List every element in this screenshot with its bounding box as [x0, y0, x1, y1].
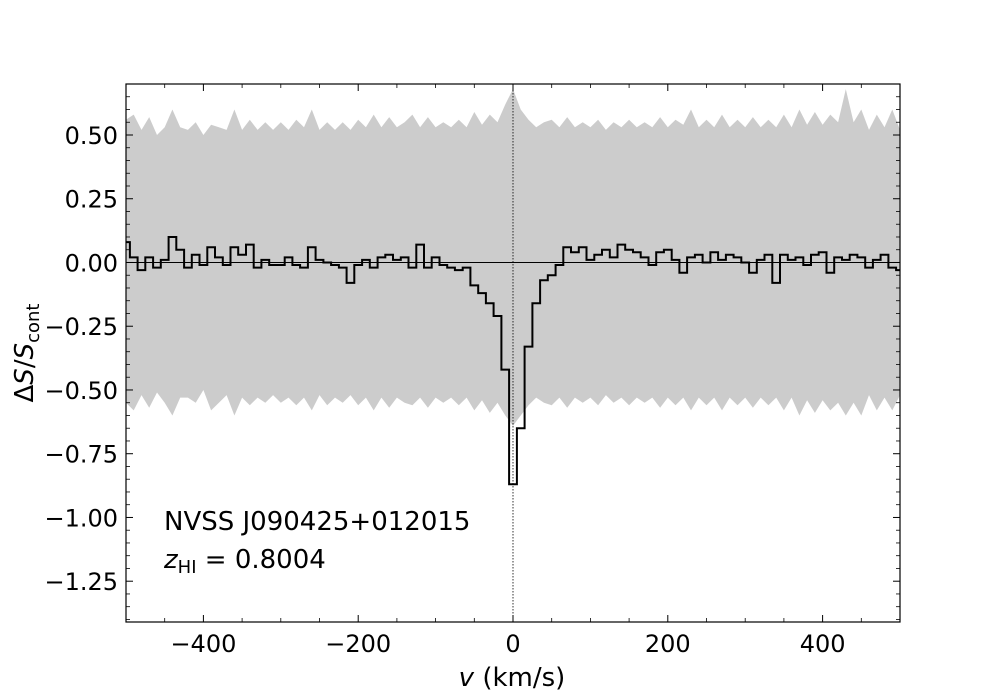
reference-lines — [126, 84, 900, 622]
y-axis-delta: Δ — [10, 384, 40, 402]
tick-marks — [125, 84, 901, 622]
series-layer — [126, 236, 900, 486]
x-axis-unit: (km/s) — [474, 663, 565, 693]
x-tick-label: −400 — [170, 630, 236, 658]
redshift-sub: HI — [178, 557, 197, 578]
y-axis-slash: / — [10, 359, 40, 368]
y-axis-title: ΔS/Scont — [10, 304, 44, 403]
y-tick-label: −1.00 — [44, 504, 118, 532]
noise-band-layer — [126, 89, 900, 426]
redshift-symbol: z — [163, 545, 179, 575]
y-axis-num: S — [10, 368, 40, 385]
y-axis-den-sub: cont — [23, 304, 44, 343]
x-tick-label: 400 — [800, 630, 846, 658]
series-spectrum — [126, 236, 900, 486]
redshift-label: zHI = 0.8004 — [163, 545, 326, 578]
x-axis-var: v — [459, 663, 475, 693]
y-tick-label: −0.75 — [44, 441, 118, 469]
y-tick-label: −1.25 — [44, 568, 118, 596]
tick-labels: −400 −200 0 200 400 0.50 0.25 0.00 −0.25 −0.50 −0.… — [44, 122, 845, 658]
noise-band — [126, 89, 900, 426]
source-name-label: NVSS J090425+012015 — [164, 507, 470, 537]
y-tick-label: −0.25 — [44, 313, 118, 341]
redshift-value: = 0.8004 — [197, 545, 326, 575]
y-tick-label: 0.50 — [65, 122, 118, 150]
y-tick-label: −0.50 — [44, 377, 118, 405]
x-tick-label: 200 — [645, 630, 691, 658]
y-axis-den: S — [10, 343, 40, 360]
y-tick-label: 0.25 — [65, 186, 118, 214]
y-tick-label: 0.00 — [65, 249, 118, 277]
x-tick-label: 0 — [505, 630, 520, 658]
x-tick-label: −200 — [325, 630, 391, 658]
x-axis-title: v (km/s) — [459, 663, 566, 693]
